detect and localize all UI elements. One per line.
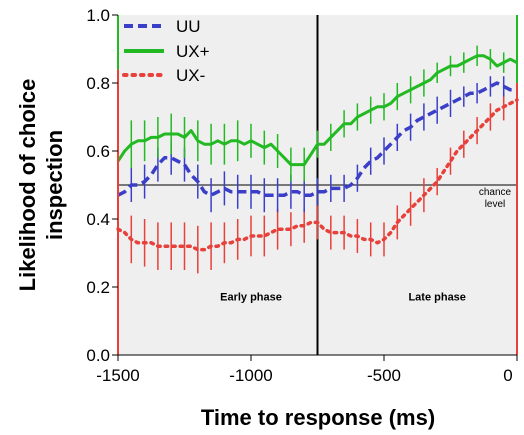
x-tick-label: -500 — [367, 366, 401, 385]
series-uxplus — [116, 45, 518, 185]
y-tick-label: 0.4 — [86, 210, 110, 229]
series-group — [116, 45, 519, 274]
chance-label-line-2: level — [485, 199, 506, 210]
series-uxminus — [116, 86, 519, 274]
x-tick-label: -1500 — [96, 366, 139, 385]
chance-label-line-1: chance — [479, 187, 512, 198]
x-tick-label: -1000 — [229, 366, 272, 385]
y-tick-label: 0.6 — [86, 142, 110, 161]
axis-labels: Likelihood of choice inspection Time to … — [15, 79, 435, 430]
axes: 0.0 0.2 0.4 0.6 0.8 1.0 -1500 -1000 -500 0 — [86, 6, 518, 385]
series-line — [116, 98, 519, 252]
legend: UU UX+ UX- — [122, 17, 210, 85]
legend-label-UU: UU — [176, 17, 201, 36]
series-line — [116, 54, 518, 167]
y-tick-label: 0.0 — [86, 346, 110, 365]
y-axis-title-line-2: inspection — [42, 130, 67, 240]
phase-label-1: Early phase — [220, 292, 282, 304]
y-axis-title-line-1: Likelihood of choice — [15, 79, 40, 292]
x-tick-label: 0 — [503, 366, 512, 385]
y-tick-label: 0.2 — [86, 278, 110, 297]
x-axis-title: Time to response (ms) — [201, 405, 435, 430]
y-tick-label: 1.0 — [86, 6, 110, 25]
legend-label-UX+: UX+ — [176, 42, 210, 61]
y-tick-label: 0.8 — [86, 74, 110, 93]
phase-label-2: Late phase — [408, 292, 465, 304]
legend-label-UX-: UX- — [176, 66, 205, 85]
